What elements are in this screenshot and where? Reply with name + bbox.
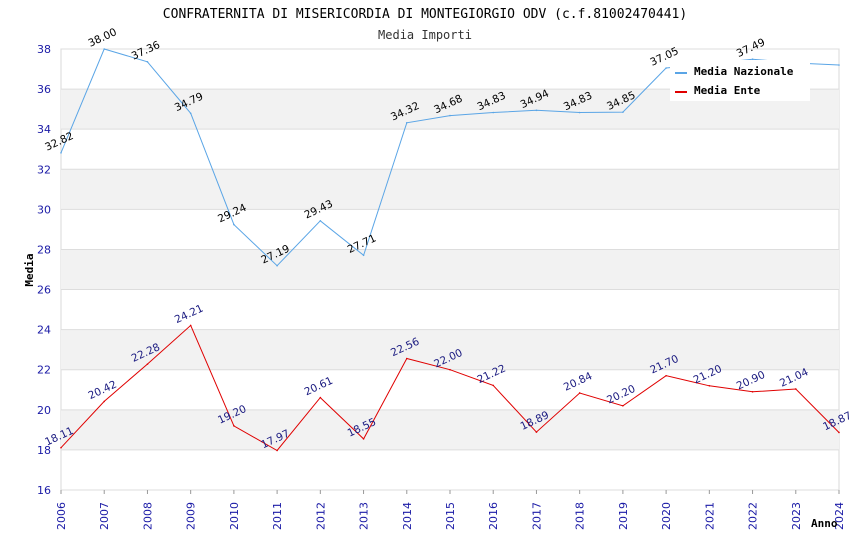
x-tick-label: 2009 <box>185 502 198 530</box>
data-point <box>319 396 322 399</box>
data-point <box>751 390 754 393</box>
x-tick-label: 2022 <box>747 502 760 530</box>
y-tick-label: 36 <box>37 83 51 96</box>
x-tick-label: 2014 <box>401 502 414 530</box>
data-point <box>578 392 581 394</box>
grid-band <box>61 169 839 210</box>
y-tick-label: 30 <box>37 203 51 216</box>
x-tick-label: 2018 <box>574 502 587 530</box>
legend-label-nazionale: Media Nazionale <box>694 65 794 78</box>
x-axis-ticks: 2006 2007 2008 2009 2010 2011 2012 2013 2014 2015… <box>55 490 846 530</box>
x-tick-label: 2023 <box>790 502 803 530</box>
y-tick-label: 18 <box>37 444 51 457</box>
chart-title: CONFRATERNITA DI MISERICORDIA DI MONTEGI… <box>163 7 687 22</box>
data-point <box>405 357 408 360</box>
data-point <box>751 58 754 61</box>
data-point <box>189 324 192 327</box>
data-point <box>578 111 581 114</box>
data-point <box>362 438 365 440</box>
x-tick-label: 2012 <box>314 502 327 530</box>
data-point <box>146 61 149 63</box>
data-point <box>838 431 840 434</box>
y-tick-label: 26 <box>37 284 51 297</box>
y-tick-label: 38 <box>37 43 51 56</box>
data-point <box>449 368 451 371</box>
y-tick-label: 22 <box>37 364 51 377</box>
x-axis-label: Anno <box>811 517 838 530</box>
legend-box <box>670 60 810 101</box>
x-tick-label: 2007 <box>98 502 111 530</box>
data-point <box>492 384 495 387</box>
x-tick-label: 2019 <box>617 502 630 530</box>
data-point <box>233 223 235 226</box>
grid-band <box>61 249 839 290</box>
y-tick-label: 32 <box>37 163 51 176</box>
x-tick-label: 2006 <box>55 502 68 530</box>
x-tick-label: 2016 <box>487 502 500 530</box>
x-tick-label: 2011 <box>271 502 284 530</box>
data-label: 38.00 <box>86 26 118 50</box>
x-tick-label: 2013 <box>358 502 371 530</box>
data-point <box>60 152 62 154</box>
data-point <box>405 121 408 124</box>
x-tick-label: 2010 <box>228 502 241 530</box>
y-axis-label: Media <box>23 253 36 286</box>
data-point <box>362 254 365 257</box>
y-tick-label: 16 <box>37 484 51 497</box>
data-point <box>60 446 62 449</box>
data-point <box>535 431 538 433</box>
data-point <box>276 264 278 267</box>
data-point <box>146 363 149 365</box>
chart-subtitle: Media Importi <box>378 28 472 42</box>
data-point <box>622 111 624 113</box>
data-point <box>233 425 235 427</box>
y-axis-ticks: 16 18 20 22 24 26 28 30 32 34 36 38 <box>37 43 51 497</box>
data-point <box>103 48 106 50</box>
x-tick-label: 2017 <box>530 502 543 530</box>
data-point <box>535 109 538 112</box>
x-tick-label: 2008 <box>141 502 154 530</box>
x-tick-label: 2021 <box>703 502 716 530</box>
data-point <box>449 114 451 117</box>
data-point <box>276 449 278 452</box>
data-point <box>708 384 711 387</box>
legend-label-ente: Media Ente <box>694 84 761 97</box>
x-tick-label: 2024 <box>833 502 846 530</box>
x-tick-label: 2020 <box>660 502 673 530</box>
data-point <box>665 67 667 69</box>
y-tick-label: 20 <box>37 404 51 417</box>
y-tick-label: 34 <box>37 123 51 136</box>
x-tick-label: 2015 <box>444 502 457 530</box>
y-tick-label: 28 <box>37 243 51 256</box>
grid-band <box>61 409 839 450</box>
data-point <box>838 64 840 66</box>
data-point <box>492 111 495 114</box>
y-tick-label: 24 <box>37 324 51 337</box>
data-point <box>622 405 624 407</box>
data-point <box>794 388 797 390</box>
data-point <box>665 374 667 377</box>
grid-band <box>61 329 839 370</box>
data-point <box>103 400 106 403</box>
data-point <box>319 219 322 222</box>
data-point <box>189 112 192 115</box>
legend: Media Nazionale Media Ente <box>670 60 810 101</box>
